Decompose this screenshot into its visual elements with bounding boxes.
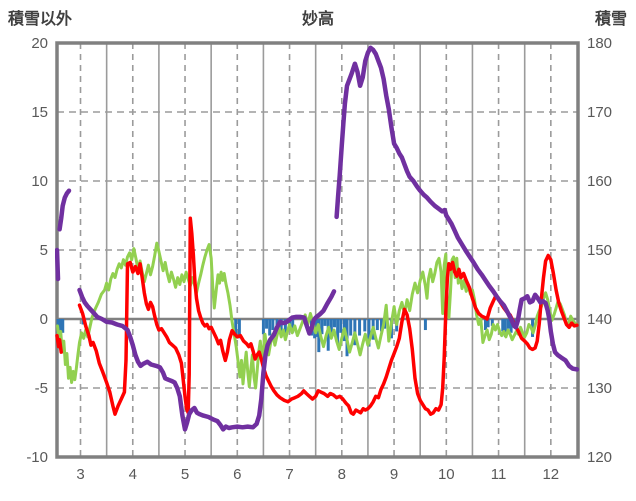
y-right-tick-label: 160: [587, 173, 612, 190]
x-tick-label: 8: [338, 466, 346, 483]
x-tick-label: 11: [491, 466, 507, 483]
purple-line: [334, 45, 580, 372]
chart-title: 妙高: [301, 11, 334, 28]
y-right-tick-label: 140: [587, 311, 612, 328]
x-tick-label: 7: [285, 466, 293, 483]
left-axis-title: 積雪以外: [8, 11, 73, 28]
y-left-tick-label: 5: [40, 242, 48, 259]
y-left-tick-label: -5: [35, 380, 48, 397]
x-tick-label: 12: [542, 466, 559, 483]
right-axis-title: 積雪: [594, 11, 627, 28]
y-right-tick-label: 180: [587, 35, 612, 52]
y-right-tick-label: 120: [587, 449, 612, 466]
y-left-tick-label: -10: [26, 449, 48, 466]
x-tick-label: 9: [390, 466, 398, 483]
y-left-tick-label: 0: [40, 311, 48, 328]
x-tick-label: 5: [181, 466, 189, 483]
purple-line: [57, 188, 72, 232]
red-line: [55, 333, 63, 354]
x-tick-label: 3: [76, 466, 84, 483]
purple-line: [77, 287, 337, 432]
y-left-tick-label: 20: [31, 35, 48, 52]
series-group: [55, 45, 580, 432]
x-tick-label: 10: [438, 466, 455, 483]
y-left-tick-label: 15: [31, 104, 48, 121]
red-line: [77, 216, 579, 416]
y-right-tick-label: 130: [587, 380, 612, 397]
y-left-tick-label: 10: [31, 173, 48, 190]
y-right-tick-label: 150: [587, 242, 612, 259]
x-tick-label: 6: [233, 466, 241, 483]
purple-line: [55, 247, 61, 282]
y-right-tick-label: 170: [587, 104, 612, 121]
x-tick-label: 4: [129, 466, 137, 483]
